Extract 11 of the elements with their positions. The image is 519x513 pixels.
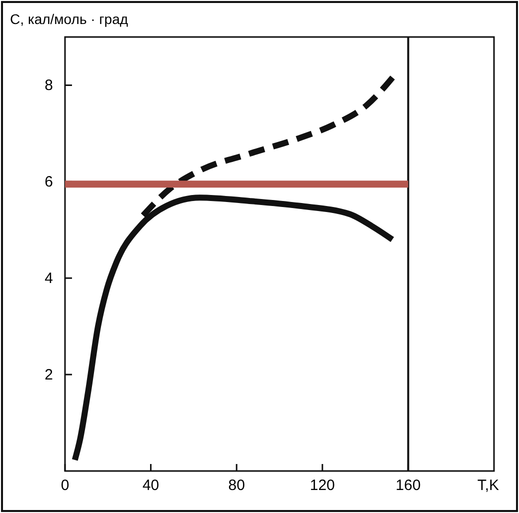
y-tick-label: 4 [44,270,53,288]
x-axis-title: T,K [477,477,499,494]
x-tick-label: 0 [60,477,70,494]
x-tick-label: 120 [310,477,335,494]
y-tick-label: 6 [44,174,53,191]
y-axis-title: С, кал/моль · град [10,11,128,27]
x-tick-label: 40 [142,477,160,494]
y-tick-label: 2 [44,366,53,384]
x-tick-label: 160 [396,477,421,494]
x-tick-label: 80 [228,477,245,494]
y-tick-label: 8 [44,77,53,94]
